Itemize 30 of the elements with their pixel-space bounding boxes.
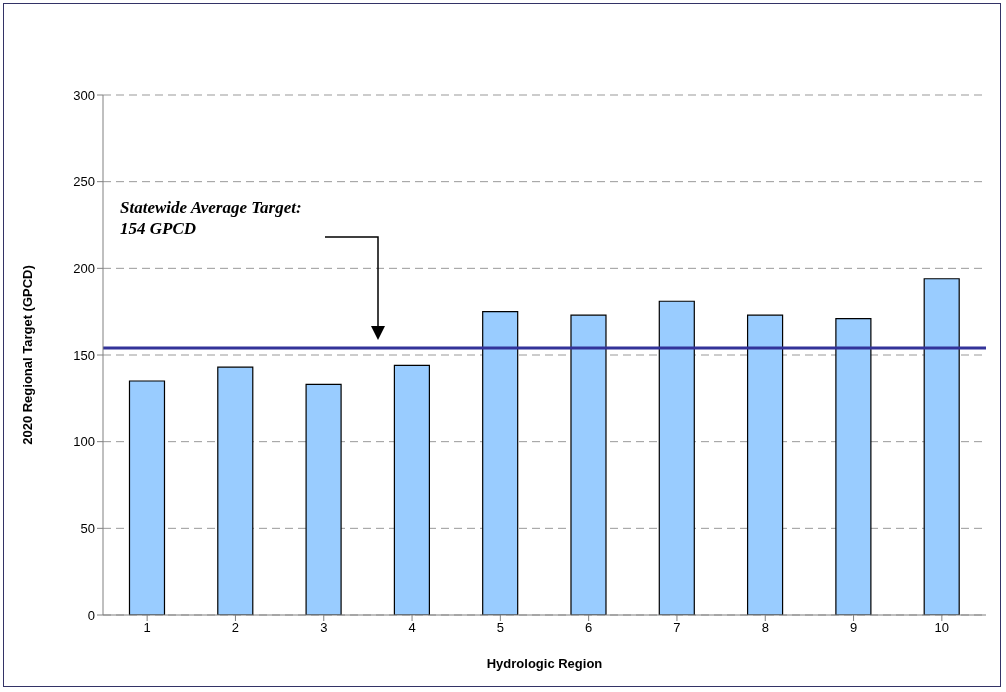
x-tick-label: 7 [673, 620, 681, 636]
x-axis-title: Hydrologic Region [486, 656, 603, 671]
x-tick-label: 10 [934, 620, 950, 636]
bar [217, 366, 254, 615]
annotation: Statewide Average Target: 154 GPCD [120, 198, 302, 239]
x-tick-label: 4 [408, 620, 416, 636]
bar [835, 318, 872, 615]
x-tick-label: 8 [761, 620, 769, 636]
x-tick-label: 1 [143, 620, 151, 636]
x-tick-label: 3 [320, 620, 328, 636]
x-tick-label: 9 [849, 620, 858, 636]
bar [128, 380, 166, 615]
bar [923, 278, 960, 615]
y-tick-label: 100 [73, 434, 95, 450]
bar [746, 314, 784, 615]
bar [658, 300, 695, 615]
y-tick-label: 200 [73, 260, 95, 276]
x-tick-label: 5 [496, 620, 504, 636]
x-tick-label: 6 [585, 620, 593, 636]
x-tick-label: 2 [231, 620, 240, 636]
bar [393, 364, 430, 615]
bar [482, 311, 519, 615]
y-tick-label: 300 [73, 87, 95, 103]
bar [305, 383, 342, 615]
y-tick-label: 50 [80, 520, 95, 536]
y-tick-label: 150 [73, 347, 95, 363]
y-tick-label: 0 [87, 607, 95, 623]
y-tick-label: 250 [73, 174, 95, 190]
y-axis-title: 2020 Regional Target (GPCD) [19, 265, 35, 445]
bar [570, 314, 607, 615]
